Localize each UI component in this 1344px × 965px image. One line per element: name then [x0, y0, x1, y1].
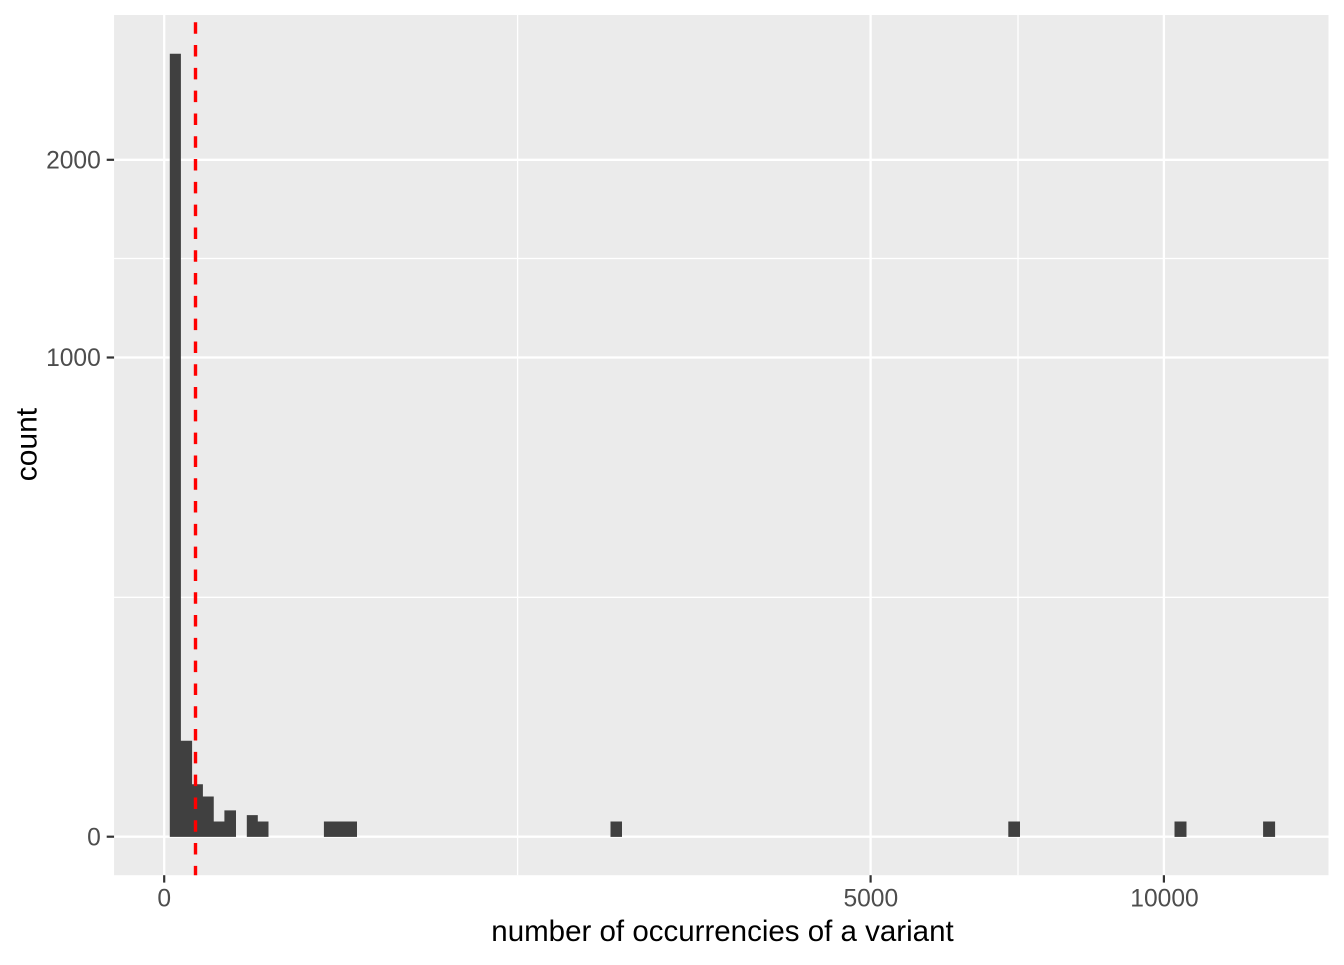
svg-text:0: 0	[87, 824, 101, 851]
svg-text:1000: 1000	[46, 345, 101, 372]
svg-text:0: 0	[157, 885, 171, 912]
svg-text:count: count	[10, 407, 43, 481]
svg-text:number of occurrencies of a va: number of occurrencies of a variant	[491, 915, 953, 948]
svg-text:10000: 10000	[1130, 885, 1198, 912]
svg-text:2000: 2000	[46, 147, 101, 174]
svg-text:5000: 5000	[843, 885, 898, 912]
